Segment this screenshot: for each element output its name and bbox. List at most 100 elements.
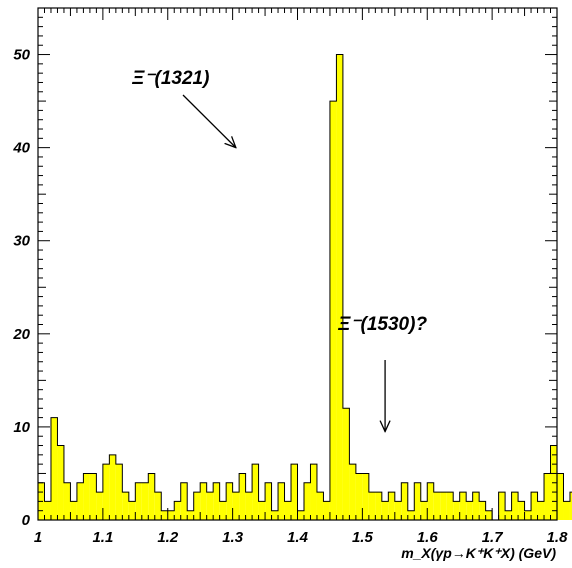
histogram-bar [135, 482, 142, 520]
histogram-bar [414, 482, 421, 520]
annotation-xi-1321: Ξ⁻(1321) [131, 68, 209, 89]
histogram-bar [466, 501, 473, 520]
histogram-bar [258, 501, 266, 520]
histogram-bar [531, 492, 538, 520]
histogram-bar [394, 501, 402, 520]
x-tick-label: 1.6 [417, 529, 439, 546]
plot-frame [37, 7, 558, 521]
histogram-bar [518, 501, 525, 520]
x-tick-labels: 1 1.1 1.2 1.3 1.4 1.5 1.6 1.7 1.8 [34, 529, 568, 546]
histogram-bar [44, 501, 51, 520]
histogram-bar [362, 473, 369, 520]
annotation-arrow-xi-1321 [182, 94, 236, 148]
histogram-bar [109, 454, 116, 520]
histogram-bar [557, 473, 564, 520]
x-tick-label: 1.4 [287, 529, 309, 546]
histogram-bar [154, 492, 162, 520]
histogram-bar [70, 501, 77, 520]
histogram-bar [368, 492, 376, 520]
histogram-bar [291, 464, 298, 520]
histogram-bar [323, 501, 330, 520]
y-tick-label: 0 [22, 512, 31, 529]
histogram-bar [544, 473, 551, 520]
x-axis-label: m_X(γp→K⁺K⁺X) (GeV) [401, 545, 556, 561]
x-tick-label: 1.2 [157, 529, 179, 546]
histogram-bar [187, 510, 194, 520]
histogram-bar [420, 501, 428, 520]
histogram-bar [128, 501, 136, 520]
histogram-bar [63, 482, 71, 520]
histogram-bar [83, 473, 90, 520]
histogram-bar [102, 464, 110, 520]
histogram-bar [433, 492, 441, 520]
histogram-bar [271, 510, 279, 520]
x-tick-label: 1.1 [92, 529, 113, 546]
histogram-bar [329, 101, 337, 520]
histogram-bar [569, 492, 572, 520]
histogram-bar [148, 473, 155, 520]
histogram-bar [563, 501, 570, 520]
y-tick-labels: 0 10 20 30 40 50 [12, 47, 30, 529]
x-tick-label: 1.3 [222, 529, 244, 546]
histogram-bar [76, 482, 84, 520]
histogram-bar [89, 473, 97, 520]
x-tick-label: 1 [34, 529, 42, 546]
histogram-bar [342, 408, 350, 520]
histogram-bar [505, 510, 512, 520]
histogram-bar [303, 482, 311, 520]
y-tick-label: 20 [12, 326, 30, 343]
y-tick-label: 40 [12, 140, 30, 157]
histogram-bar [336, 54, 343, 520]
histogram-bar [524, 510, 532, 520]
histogram-bar [440, 492, 447, 520]
histogram-bar [479, 501, 486, 520]
histogram-bar [297, 510, 304, 520]
histogram-bar [446, 492, 454, 520]
histogram-bar [511, 492, 519, 520]
histogram-bar [498, 492, 506, 520]
histogram-outline [37, 54, 572, 521]
histogram-bar [213, 482, 220, 520]
x-tick-label: 1.7 [482, 529, 504, 546]
histogram-bar [537, 501, 545, 520]
histogram-bar [232, 492, 240, 520]
histogram-bar [252, 464, 259, 520]
histogram-bar [206, 492, 214, 520]
histogram-bar [180, 482, 188, 520]
histogram-bar [310, 464, 317, 520]
histogram-bar [316, 492, 324, 520]
histogram-bar [219, 501, 227, 520]
histogram-bars [38, 54, 572, 520]
x-tick-label: 1.8 [547, 529, 569, 546]
histogram-bar [388, 492, 395, 520]
histogram-bar [284, 501, 292, 520]
histogram-bar [407, 510, 415, 520]
y-tick-label: 30 [13, 233, 30, 250]
histogram-bar [161, 510, 168, 520]
histogram-bar [355, 473, 363, 520]
histogram-bar [459, 492, 467, 520]
histogram-bar [226, 482, 233, 520]
histogram-bar [115, 464, 123, 520]
histogram-bar [278, 482, 285, 520]
histogram-bar [167, 510, 175, 520]
histogram-bar [141, 482, 149, 520]
y-tick-label: 10 [13, 419, 30, 436]
annotations: Ξ⁻(1321) Ξ⁻(1530)? [131, 68, 427, 432]
histogram-bar [427, 482, 434, 520]
axis-ticks [37, 7, 558, 521]
histogram-bar [349, 464, 356, 520]
histogram-bar [453, 501, 460, 520]
histogram-bar [57, 445, 64, 520]
histogram-bar [381, 501, 389, 520]
histogram-bar [50, 417, 58, 520]
histogram-bar [245, 492, 253, 520]
histogram-bar [96, 492, 103, 520]
histogram-bar [375, 492, 382, 520]
histogram-bar [472, 492, 480, 520]
histogram-bar [193, 492, 201, 520]
histogram-bar [239, 473, 246, 520]
y-tick-label: 50 [13, 47, 30, 64]
histogram-bar [265, 482, 272, 520]
